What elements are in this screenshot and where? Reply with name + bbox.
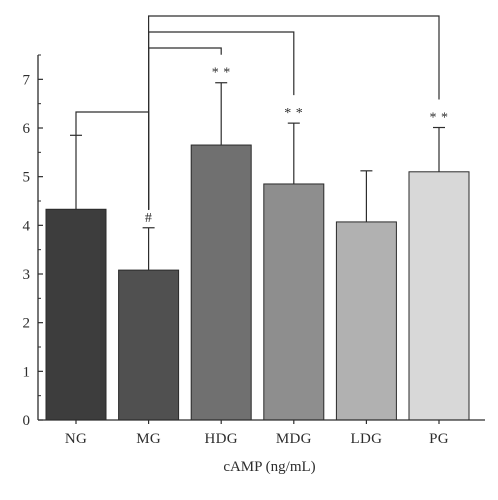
significance-brackets-layer [75, 15, 440, 210]
x-tick-label-mg: MG [136, 431, 161, 447]
bar-pg [408, 171, 470, 421]
error-bars-layer [70, 82, 445, 271]
bar-mdg [263, 183, 325, 421]
y-tick-label: 0 [23, 413, 31, 429]
axes-layer [37, 55, 485, 421]
bar-ldg [335, 221, 397, 421]
x-tick-label-ng: NG [65, 431, 87, 447]
bracket-mg-pg [148, 15, 440, 210]
x-tick-label-pg: PG [429, 431, 449, 447]
significance-label-mg: # [145, 211, 153, 226]
y-ticks-layer: 0 1 2 3 4 5 6 7 [23, 54, 43, 429]
y-tick-label: 5 [23, 170, 31, 186]
y-tick-label: 3 [23, 267, 31, 283]
y-tick-label: 1 [23, 364, 31, 380]
y-tick-label: 7 [23, 72, 31, 88]
x-tick-label-ldg: LDG [351, 431, 383, 447]
y-tick-label: 4 [23, 218, 31, 234]
significance-label-hdg: * * [212, 66, 231, 81]
x-tick-label-mdg: MDG [276, 431, 312, 447]
y-tick-label: 6 [23, 121, 31, 137]
x-tick-label-hdg: HDG [204, 431, 237, 447]
significance-label-mdg: * * [284, 106, 303, 121]
x-ticks-layer: NG MG HDG MDG LDG PG [65, 420, 449, 447]
x-axis-title: cAMP (ng/mL) [223, 459, 315, 475]
y-tick-label: 2 [23, 316, 31, 332]
bar-ng [45, 208, 107, 421]
bar-hdg [190, 144, 252, 421]
significance-label-pg: * * [430, 111, 449, 126]
bar-mg [118, 269, 180, 421]
bracket-mg-ng [75, 111, 150, 210]
bars-layer [45, 144, 470, 421]
significance-labels-layer: # * * * * * * [145, 66, 449, 226]
